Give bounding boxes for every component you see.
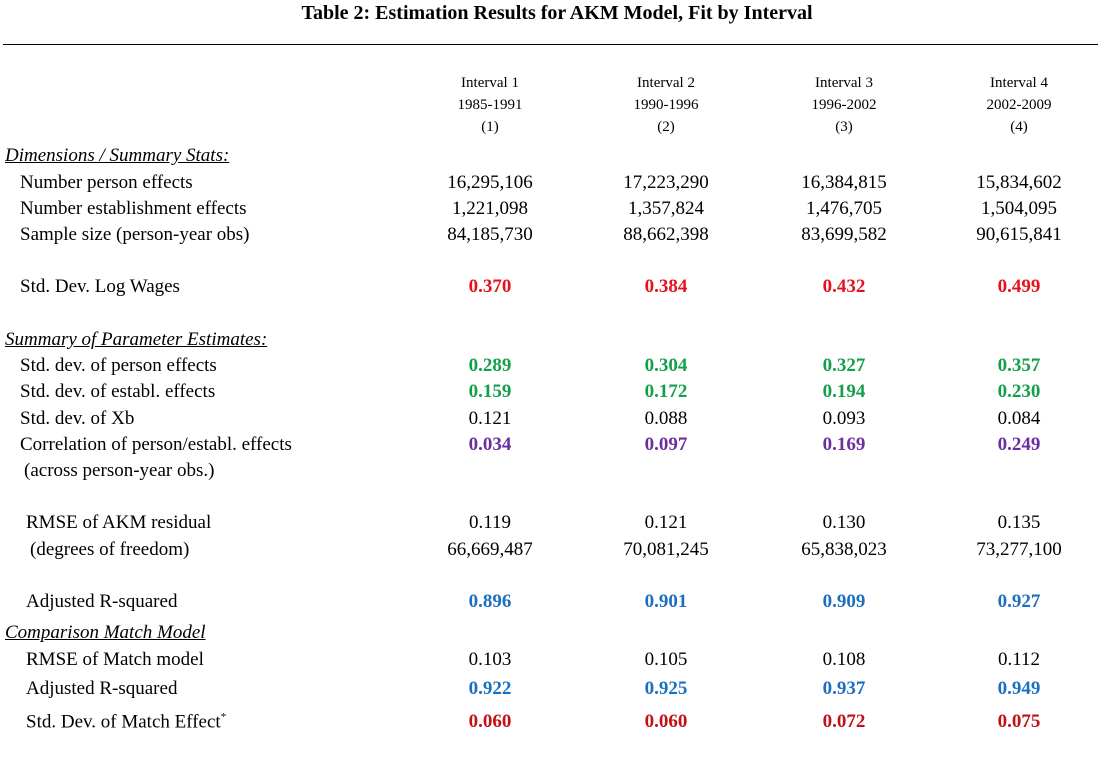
cell-person-effects-4: 15,834,602 — [976, 172, 1062, 193]
cell-adj-r2-4: 0.927 — [997, 591, 1041, 612]
row-label-sd-match-text: Std. Dev. of Match Effect — [26, 711, 221, 733]
cell-sd-estab-3: 0.194 — [822, 381, 866, 402]
footnote-marker: * — [220, 711, 227, 723]
cell-estab-effects-1: 1,221,098 — [452, 198, 528, 219]
cell-rmse-match-2: 0.105 — [644, 649, 688, 670]
cell-sd-person-3: 0.327 — [822, 355, 866, 376]
cell-person-effects-1: 16,295,106 — [447, 172, 533, 193]
cell-sd-person-1: 0.289 — [468, 355, 512, 376]
cell-adj-r2-2: 0.901 — [644, 591, 688, 612]
cell-sd-estab-4: 0.230 — [997, 381, 1041, 402]
row-label-estab-effects: Number establishment effects — [20, 198, 247, 219]
cell-sd-person-4: 0.357 — [997, 355, 1041, 376]
section-heading-match: Comparison Match Model — [5, 622, 206, 643]
cell-sample-size-3: 83,699,582 — [801, 224, 887, 245]
row-label-adj-r2-match: Adjusted R-squared — [26, 678, 178, 699]
row-sublabel-rmse: (degrees of freedom) — [30, 539, 190, 560]
cell-sample-size-4: 90,615,841 — [976, 224, 1062, 245]
row-label-sd-xb: Std. dev. of Xb — [20, 408, 135, 429]
cell-estab-effects-4: 1,504,095 — [981, 198, 1057, 219]
column-number: (4) — [1010, 119, 1028, 135]
cell-adj-r2-match-2: 0.925 — [644, 678, 688, 699]
cell-sample-size-2: 88,662,398 — [623, 224, 709, 245]
column-number: (1) — [481, 119, 499, 135]
cell-sd-match-4: 0.075 — [997, 711, 1041, 732]
column-years: 1985-1991 — [457, 97, 523, 113]
cell-rmse-2: 0.121 — [644, 512, 688, 533]
table-title: Table 2: Estimation Results for AKM Mode… — [301, 2, 813, 24]
column-name: Interval 4 — [990, 75, 1048, 91]
column-number: (2) — [657, 119, 675, 135]
section-heading-dimensions: Dimensions / Summary Stats: — [5, 145, 230, 166]
row-label-person-effects: Number person effects — [20, 172, 193, 193]
cell-correlation-2: 0.097 — [644, 434, 688, 455]
section-heading-parameters: Summary of Parameter Estimates: — [5, 329, 268, 350]
cell-sd-xb-1: 0.121 — [468, 408, 512, 429]
row-label-sd-log-wages: Std. Dev. Log Wages — [20, 276, 180, 297]
cell-sd-person-2: 0.304 — [644, 355, 688, 376]
cell-estab-effects-2: 1,357,824 — [628, 198, 704, 219]
column-years: 2002-2009 — [986, 97, 1052, 113]
column-years: 1990-1996 — [633, 97, 699, 113]
cell-correlation-3: 0.169 — [822, 434, 866, 455]
row-label-rmse-match: RMSE of Match model — [26, 649, 204, 670]
cell-rmse-3: 0.130 — [822, 512, 866, 533]
cell-correlation-1: 0.034 — [468, 434, 512, 455]
row-label-sample-size: Sample size (person-year obs) — [20, 224, 250, 245]
column-name: Interval 1 — [461, 75, 519, 91]
cell-rmse-match-4: 0.112 — [997, 649, 1041, 670]
row-label-sd-person: Std. dev. of person effects — [20, 355, 217, 376]
cell-dof-1: 66,669,487 — [447, 539, 533, 560]
cell-sd-xb-3: 0.093 — [822, 408, 866, 429]
cell-dof-3: 65,838,023 — [801, 539, 887, 560]
cell-sd-estab-1: 0.159 — [468, 381, 512, 402]
cell-correlation-4: 0.249 — [997, 434, 1041, 455]
cell-sd-xb-4: 0.084 — [997, 408, 1041, 429]
cell-sd-log-wages-1: 0.370 — [468, 276, 512, 297]
cell-estab-effects-3: 1,476,705 — [806, 198, 882, 219]
cell-person-effects-3: 16,384,815 — [801, 172, 887, 193]
cell-adj-r2-match-1: 0.922 — [468, 678, 512, 699]
cell-rmse-1: 0.119 — [468, 512, 512, 533]
cell-rmse-4: 0.135 — [997, 512, 1041, 533]
column-number: (3) — [835, 119, 853, 135]
column-name: Interval 2 — [637, 75, 695, 91]
cell-person-effects-2: 17,223,290 — [623, 172, 709, 193]
cell-rmse-match-3: 0.108 — [822, 649, 866, 670]
cell-sd-match-1: 0.060 — [468, 711, 512, 732]
column-years: 1996-2002 — [811, 97, 877, 113]
cell-sd-estab-2: 0.172 — [644, 381, 688, 402]
cell-dof-4: 73,277,100 — [976, 539, 1062, 560]
row-label-sd-estab: Std. dev. of establ. effects — [20, 381, 216, 402]
cell-sample-size-1: 84,185,730 — [447, 224, 533, 245]
cell-sd-log-wages-4: 0.499 — [997, 276, 1041, 297]
cell-adj-r2-match-4: 0.949 — [997, 678, 1041, 699]
cell-sd-match-3: 0.072 — [822, 711, 866, 732]
row-label-sd-match: Std. Dev. of Match Effect* — [26, 711, 226, 733]
column-name: Interval 3 — [815, 75, 873, 91]
cell-sd-match-2: 0.060 — [644, 711, 688, 732]
cell-adj-r2-1: 0.896 — [468, 591, 512, 612]
cell-sd-xb-2: 0.088 — [644, 408, 688, 429]
row-label-correlation: Correlation of person/establ. effects — [20, 434, 292, 455]
row-sublabel-correlation: (across person-year obs.) — [24, 460, 215, 481]
row-label-adj-r2: Adjusted R-squared — [26, 591, 178, 612]
cell-adj-r2-match-3: 0.937 — [822, 678, 866, 699]
title-rule — [3, 44, 1098, 45]
row-label-rmse: RMSE of AKM residual — [26, 512, 212, 533]
cell-rmse-match-1: 0.103 — [468, 649, 512, 670]
cell-sd-log-wages-3: 0.432 — [822, 276, 866, 297]
cell-sd-log-wages-2: 0.384 — [644, 276, 688, 297]
cell-dof-2: 70,081,245 — [623, 539, 709, 560]
cell-adj-r2-3: 0.909 — [822, 591, 866, 612]
